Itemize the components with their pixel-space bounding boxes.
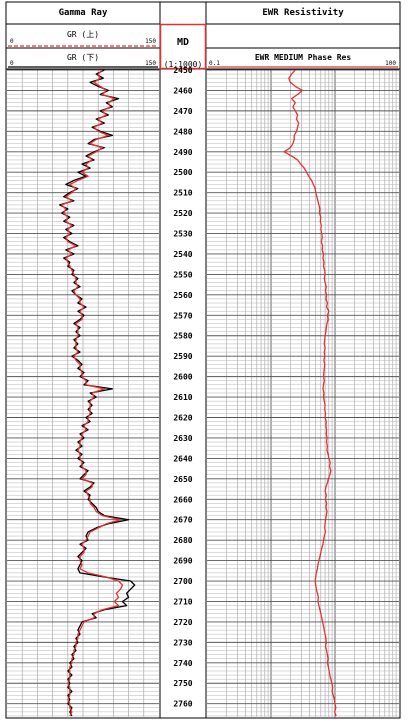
depth-tick-label: 2720 bbox=[173, 618, 192, 627]
depth-tick-label: 2540 bbox=[173, 250, 192, 259]
log-frame bbox=[5, 1, 401, 719]
depth-tick-label: 2660 bbox=[173, 495, 192, 504]
gamma-curve-black bbox=[59, 69, 136, 717]
depth-tick-label: 2750 bbox=[173, 679, 192, 688]
depth-tick-label: 2450 bbox=[173, 66, 192, 75]
gr-lower-max: 150 bbox=[145, 60, 156, 67]
gr-upper-label: GR (上) bbox=[67, 30, 99, 39]
depth-tick-label: 2600 bbox=[173, 373, 192, 382]
gamma-curve-red bbox=[61, 69, 124, 717]
depth-tick-label: 2650 bbox=[173, 475, 192, 484]
resistivity-curve-label: EWR MEDIUM Phase Res bbox=[255, 53, 352, 62]
depth-tick-label: 2490 bbox=[173, 148, 192, 157]
resistivity-grid bbox=[207, 69, 399, 718]
depth-tick-label: 2550 bbox=[173, 270, 192, 279]
depth-tick-label: 2630 bbox=[173, 434, 192, 443]
depth-tick-label: 2480 bbox=[173, 127, 192, 136]
depth-tick-label: 2590 bbox=[173, 352, 192, 361]
gr-lower-min: 0 bbox=[10, 60, 14, 67]
depth-tick-label: 2700 bbox=[173, 577, 192, 586]
depth-tick-label: 2520 bbox=[173, 209, 192, 218]
depth-tick-label: 2670 bbox=[173, 516, 192, 525]
depth-tick-label: 2500 bbox=[173, 168, 192, 177]
resistivity-curve-red bbox=[283, 69, 337, 717]
depth-axis: 2450 2460 2470 2480 2490 2500 2510 2520 2530 2540… bbox=[173, 66, 192, 709]
depth-tick-label: 2560 bbox=[173, 291, 192, 300]
depth-tick-label: 2510 bbox=[173, 189, 192, 198]
md-title: MD bbox=[177, 37, 189, 48]
depth-tick-label: 2710 bbox=[173, 597, 192, 606]
depth-tick-label: 2690 bbox=[173, 557, 192, 566]
depth-tick-label: 2580 bbox=[173, 332, 192, 341]
gamma-track-title: Gamma Ray bbox=[59, 8, 108, 18]
resistivity-track-title: EWR Resistivity bbox=[262, 7, 344, 18]
depth-tick-label: 2470 bbox=[173, 107, 192, 116]
depth-tick-label: 2740 bbox=[173, 659, 192, 668]
resistivity-max: 100 bbox=[385, 60, 396, 67]
md-header-box bbox=[159, 23, 207, 70]
depth-tick-label: 2610 bbox=[173, 393, 192, 402]
depth-tick-label: 2760 bbox=[173, 700, 192, 709]
depth-tick-label: 2730 bbox=[173, 638, 192, 647]
depth-tick-label: 2570 bbox=[173, 311, 192, 320]
gr-lower-label: GR (下) bbox=[67, 53, 99, 62]
depth-tick-label: 2640 bbox=[173, 454, 192, 463]
log-curves bbox=[59, 69, 337, 717]
md-scale: (1:1000) bbox=[164, 60, 203, 69]
gr-upper-max: 150 bbox=[145, 38, 156, 45]
depth-tick-label: 2680 bbox=[173, 536, 192, 545]
resistivity-min: 0.1 bbox=[209, 60, 220, 67]
gr-upper-min: 0 bbox=[10, 38, 14, 45]
gamma-grid bbox=[7, 69, 159, 718]
depth-tick-label: 2460 bbox=[173, 86, 192, 95]
depth-tick-label: 2620 bbox=[173, 414, 192, 423]
depth-tick-label: 2530 bbox=[173, 230, 192, 239]
